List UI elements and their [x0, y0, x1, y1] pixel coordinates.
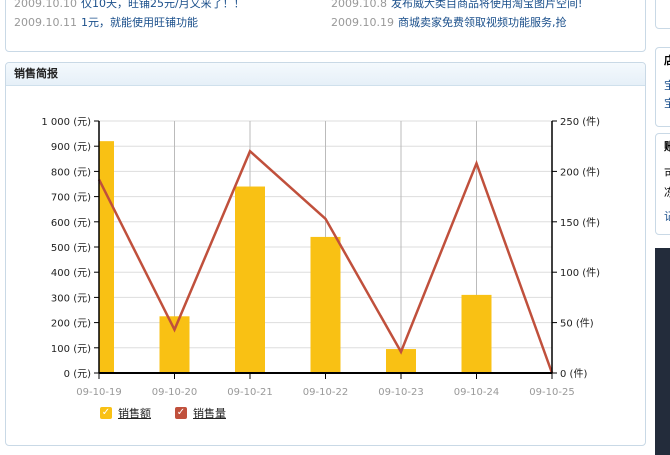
news-item[interactable]: 2009.10.11 1元，就能使用旺铺功能 [14, 16, 198, 29]
left-tick-label: 500 (元) [51, 243, 91, 254]
x-tick-label: 09-10-20 [152, 387, 197, 398]
x-tick-label: 09-10-22 [303, 387, 348, 398]
news-item[interactable]: 2009.10.8 发布威大类目商品将使用淘宝图片空间! [331, 0, 582, 11]
news-link[interactable]: 商城卖家免费领取视频功能服务,抢 [397, 16, 567, 29]
bar [386, 349, 416, 373]
left-tick-label: 600 (元) [51, 218, 91, 229]
bar [310, 236, 341, 373]
left-tick-label: 800 (元) [51, 167, 91, 178]
x-tick-label: 09-10-23 [378, 387, 423, 398]
news-link[interactable]: 仅10天，旺铺25元/月又来了！！ [80, 0, 245, 10]
x-tick-label: 09-10-19 [76, 387, 121, 398]
right-tick-label: 200 (件) [560, 166, 600, 178]
right-tick-label: 250 (件) [560, 116, 600, 128]
left-tick-label: 1 000 (元) [41, 117, 91, 128]
left-tick-label: 400 (元) [51, 268, 91, 279]
left-tick-label: 0 (元) [64, 369, 91, 380]
right-box-shop: 店 宝 宝 [655, 47, 670, 127]
news-item[interactable]: 2009.10.19 商城卖家免费领取视频功能服务,抢 [331, 16, 567, 29]
checkbox-icon[interactable]: ✓ [100, 407, 112, 419]
x-tick-label: 09-10-21 [227, 387, 272, 398]
legend-item-sales-amount[interactable]: ✓ 销售额 [100, 407, 151, 420]
news-panel: 2009.10.10 仅10天，旺铺25元/月又来了！！ 2009.10.8 发布威… [5, 0, 646, 52]
bar [235, 186, 265, 373]
right-box [655, 0, 670, 29]
sales-volume-line [97, 149, 554, 374]
news-item[interactable]: 2009.10.10 仅10天，旺铺25元/月又来了！！ [14, 0, 245, 11]
dark-panel [655, 248, 670, 455]
news-link[interactable]: 1元，就能使用旺铺功能 [80, 16, 198, 29]
left-tick-label: 200 (元) [51, 319, 91, 330]
legend-item-sales-volume[interactable]: ✓ 销售量 [175, 407, 226, 420]
left-tick-label: 900 (元) [51, 142, 91, 153]
checkbox-icon[interactable]: ✓ [175, 407, 187, 419]
right-tick-label: 150 (件) [560, 217, 600, 229]
right-box-account: 账 可 冻 记 [655, 133, 670, 235]
x-tick-label: 09-10-25 [529, 387, 574, 398]
left-tick-label: 300 (元) [51, 293, 91, 304]
left-tick-label: 700 (元) [51, 193, 91, 204]
news-link[interactable]: 发布威大类目商品将使用淘宝图片空间! [390, 0, 583, 10]
right-tick-label: 50 (件) [560, 318, 594, 330]
left-tick-label: 100 (元) [51, 344, 91, 355]
x-tick-label: 09-10-24 [454, 387, 499, 398]
right-tick-label: 100 (件) [560, 267, 600, 279]
bar [461, 294, 492, 373]
panel-title: 销售简报 [6, 63, 645, 86]
bar [159, 316, 190, 373]
right-tick-label: 0 (件) [560, 368, 587, 380]
